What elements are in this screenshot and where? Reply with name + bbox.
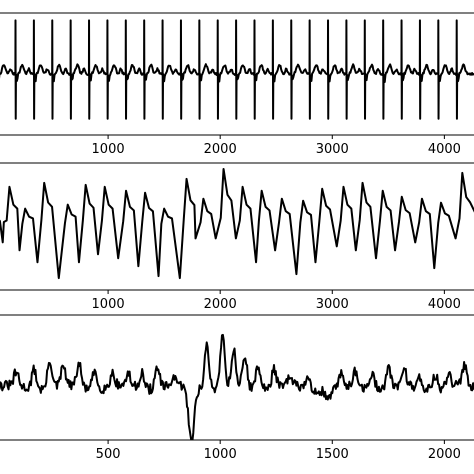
series-line-1 [0, 19, 474, 120]
x-tick-label-1-1: 1000 [92, 142, 125, 157]
series-line-2 [0, 167, 474, 280]
panel-2: 1000 2000 3000 4000 [0, 162, 474, 312]
panel-1: 1000 2000 3000 4000 [0, 12, 474, 157]
x-tick-label-3-1: 500 [96, 447, 121, 462]
series-line-3 [0, 333, 474, 440]
x-tick-label-3-2: 1000 [204, 447, 237, 462]
x-tick-label-1-4: 4000 [428, 142, 461, 157]
x-tick-label-2-4: 4000 [428, 297, 461, 312]
x-tick-label-2-2: 2000 [204, 297, 237, 312]
plot-frame-1 [0, 12, 474, 136]
x-tick-label-1-3: 3000 [316, 142, 349, 157]
plot-frame-2 [0, 162, 474, 291]
x-tick-label-2-1: 1000 [92, 297, 125, 312]
plot-frame-3 [0, 314, 474, 441]
x-tick-label-1-2: 2000 [204, 142, 237, 157]
x-tick-label-3-3: 1500 [316, 447, 349, 462]
x-tick-label-3-4: 2000 [428, 447, 461, 462]
panel-3: 500 1000 1500 2000 [0, 314, 474, 462]
x-tick-label-2-3: 3000 [316, 297, 349, 312]
